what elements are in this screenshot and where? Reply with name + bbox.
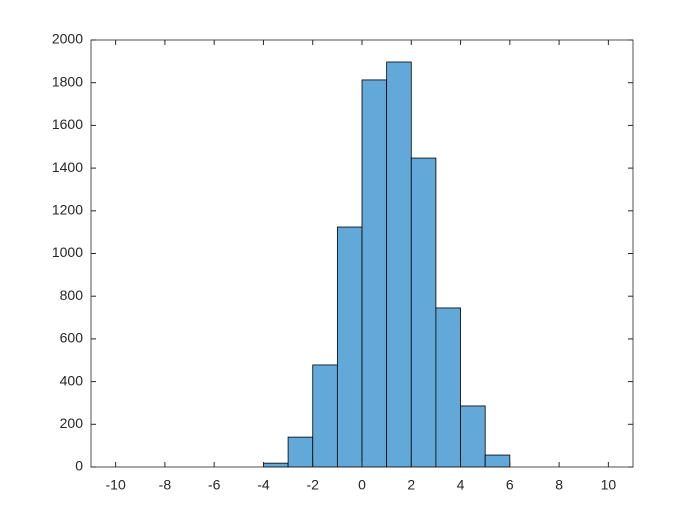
bar <box>312 364 338 468</box>
bar <box>287 436 314 468</box>
y-tick-label: 1800 <box>52 73 83 89</box>
y-tick-label: 2000 <box>52 31 83 47</box>
y-tick-label: 1600 <box>52 116 83 132</box>
x-tick-label: 10 <box>601 477 617 493</box>
x-tick-label: 0 <box>358 477 366 493</box>
bar <box>336 226 363 468</box>
y-tick-label: 1200 <box>52 202 83 218</box>
y-tick-label: 200 <box>60 415 84 431</box>
y-tick-label: 800 <box>60 287 84 303</box>
y-tick-label: 400 <box>60 372 84 388</box>
x-tick-label: 2 <box>407 477 415 493</box>
x-tick-label: 4 <box>457 477 465 493</box>
y-tick-label: 0 <box>75 458 83 474</box>
x-tick-label: -8 <box>159 477 172 493</box>
x-tick-label: -4 <box>257 477 270 493</box>
y-tick-label: 600 <box>60 330 84 346</box>
y-tick-label: 1400 <box>52 159 83 175</box>
y-tick-label: 1000 <box>52 244 83 260</box>
bar <box>361 79 388 468</box>
bar <box>460 405 486 468</box>
x-tick-label: 6 <box>506 477 514 493</box>
bar <box>386 61 412 468</box>
bar <box>484 454 511 468</box>
x-tick-label: 8 <box>555 477 563 493</box>
x-tick-label: -2 <box>307 477 320 493</box>
x-tick-label: -10 <box>106 477 126 493</box>
bar <box>263 462 289 468</box>
bar <box>410 157 437 468</box>
x-tick-label: -6 <box>208 477 221 493</box>
bar <box>435 307 461 468</box>
